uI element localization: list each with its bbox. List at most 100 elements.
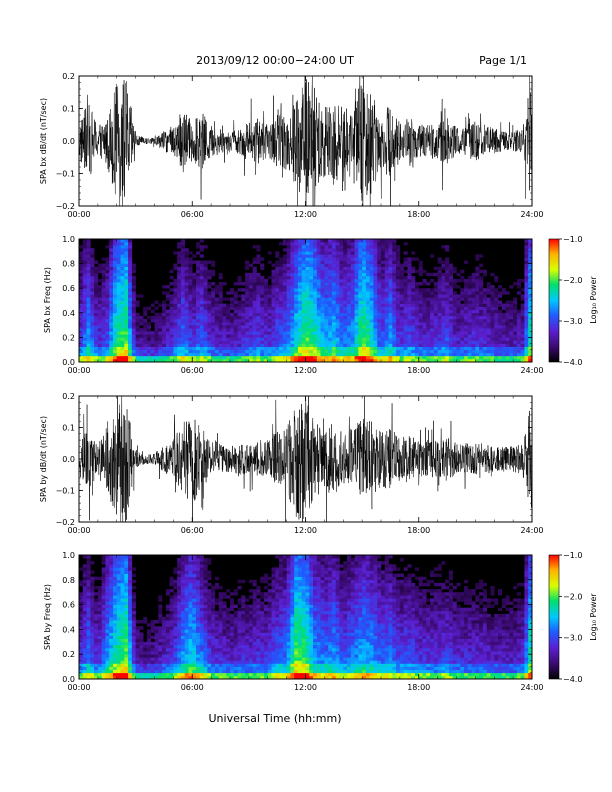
spectrogram-cell xyxy=(418,291,423,295)
spectrogram-cell xyxy=(347,272,352,277)
spectrogram-cell xyxy=(177,331,182,335)
spectrogram-cell xyxy=(188,312,193,317)
spectrogram-cell xyxy=(263,340,269,344)
spectrogram-cell xyxy=(207,331,212,335)
spectrogram-cell xyxy=(426,291,431,295)
spectrogram-cell xyxy=(165,675,170,680)
spectrogram-cell xyxy=(184,325,189,329)
spectrogram-cell xyxy=(82,582,87,587)
spectrogram-cell xyxy=(196,278,201,283)
spectrogram-cell xyxy=(392,318,397,323)
spectrogram-cell xyxy=(109,651,114,655)
spectrogram-cell xyxy=(297,306,303,311)
spectrogram-cell xyxy=(162,651,167,655)
spectrogram-cell xyxy=(475,318,480,323)
spectrogram-cell xyxy=(184,303,189,307)
spectrogram-cell xyxy=(124,669,129,674)
spectrogram-cell xyxy=(482,349,488,354)
spectrogram-cell xyxy=(297,251,303,255)
spectrogram-cell xyxy=(169,610,174,615)
spectrogram-cell xyxy=(184,322,189,326)
spectrogram-cell xyxy=(192,318,197,323)
spectrogram-cell xyxy=(350,340,355,344)
spectrogram-cell xyxy=(452,269,457,274)
spectrogram-cell xyxy=(297,349,303,354)
spectrogram-cell xyxy=(324,328,329,332)
spectrogram-cell xyxy=(241,303,246,307)
spectrogram-cell xyxy=(388,239,393,243)
spectrogram-cell xyxy=(128,343,133,347)
spectrogram-cell xyxy=(320,331,325,335)
spectrogram-cell xyxy=(128,617,133,621)
spectrogram-cell xyxy=(369,248,374,252)
spectrogram-cell xyxy=(207,328,212,332)
spectrogram-cell xyxy=(524,355,529,360)
spectrogram-cell xyxy=(524,334,529,338)
spectrogram-cell xyxy=(252,318,257,323)
spectrogram-cell xyxy=(320,334,325,338)
spectrogram-cell xyxy=(139,340,144,344)
spectrogram-cell xyxy=(79,343,84,347)
spectrogram-cell xyxy=(448,343,454,347)
spectrogram-cell xyxy=(177,346,182,351)
spectrogram-cell xyxy=(97,337,102,341)
spectrogram-cell xyxy=(177,275,182,280)
spectrogram-cell xyxy=(275,346,280,351)
spectrogram-cell xyxy=(301,346,306,351)
spectrogram-cell xyxy=(245,303,250,307)
spectrogram-cell xyxy=(305,291,310,295)
spectrogram-cell xyxy=(396,300,401,304)
spectrogram-cell xyxy=(430,325,435,329)
spectrogram-cell xyxy=(82,641,87,646)
spectrogram-cell xyxy=(498,325,503,329)
spectrogram-cell xyxy=(396,272,401,277)
spectrogram-cell xyxy=(335,343,340,347)
spectrogram-cell xyxy=(339,294,344,298)
spectrogram-cell xyxy=(128,242,133,246)
spectrogram-cell xyxy=(158,328,163,332)
spectrogram-cell xyxy=(347,343,352,347)
spectrogram-cell xyxy=(79,595,84,599)
spectrogram-cell xyxy=(430,337,435,341)
spectrogram-cell xyxy=(211,294,216,298)
spectrogram-cell xyxy=(203,328,208,332)
spectrogram-cell xyxy=(414,306,420,311)
spectrogram-cell xyxy=(196,340,201,344)
spectrogram-cell xyxy=(267,322,272,326)
spectrogram-cell xyxy=(233,297,238,301)
spectrogram-cell xyxy=(180,254,186,258)
spectrogram-cell xyxy=(456,297,461,301)
spectrogram-cell xyxy=(128,300,133,304)
spectrogram-cell xyxy=(90,285,95,289)
spectrogram-cell xyxy=(154,315,159,320)
spectrogram-cell xyxy=(456,306,461,311)
spectrogram-cell xyxy=(188,291,193,295)
spectrogram-cell xyxy=(279,340,284,344)
spectrogram-cell xyxy=(358,300,363,304)
spectrogram-cell xyxy=(445,291,450,295)
spectrogram-cell xyxy=(101,343,106,347)
spectrogram-cell xyxy=(218,306,223,311)
spectrogram-cell xyxy=(328,294,333,298)
spectrogram-cell xyxy=(309,328,314,332)
spectrogram-cell xyxy=(509,343,514,347)
spectrogram-cell xyxy=(139,620,144,624)
spectrogram-cell xyxy=(82,555,87,559)
spectrogram-cell xyxy=(279,331,284,335)
spectrogram-cell xyxy=(388,322,393,326)
spectrogram-cell xyxy=(407,315,412,320)
spectrogram-cell xyxy=(158,343,163,347)
spectrogram-cell xyxy=(158,595,163,599)
spectrogram-cell xyxy=(90,675,95,680)
spectrogram-cell xyxy=(173,641,178,646)
spectrogram-cell xyxy=(347,331,352,335)
spectrogram-cell xyxy=(331,282,336,286)
spectrogram-cell xyxy=(365,331,370,335)
spectrogram-cell xyxy=(256,248,261,252)
spectrogram-cell xyxy=(245,312,250,317)
spectrogram-cell xyxy=(94,657,99,661)
spectrogram-cell xyxy=(297,272,303,277)
spectrogram-cell xyxy=(335,337,340,341)
y-tick-label: 0.2 xyxy=(62,72,75,81)
spectrogram-cell xyxy=(214,343,219,347)
